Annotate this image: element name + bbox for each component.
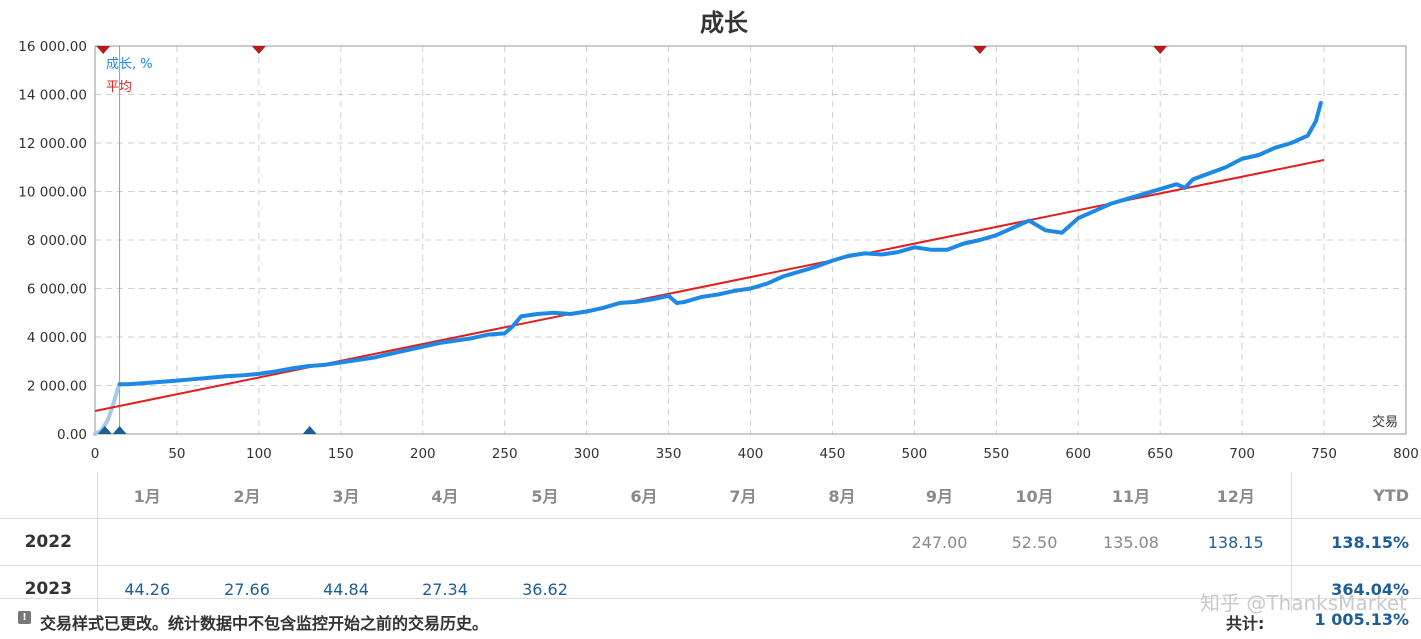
x-tick-label: 200 — [410, 446, 436, 462]
x-tick-label: 450 — [820, 446, 846, 462]
month-header: 10月 — [1015, 487, 1054, 506]
x-tick-label: 750 — [1311, 446, 1337, 462]
month-value-cell: 138.15 — [1181, 518, 1292, 566]
x-tick-label: 550 — [983, 446, 1009, 462]
y-tick-label: 0.00 — [57, 427, 87, 443]
footer: ! 交易样式已更改。统计数据中不包含监控开始之前的交易历史。 知乎 @Thank… — [0, 591, 1421, 639]
month-value-cell — [693, 565, 793, 612]
ytd-header: YTD — [1373, 485, 1409, 505]
ytd-value-cell: 138.15% — [1291, 518, 1421, 566]
month-value-cell — [197, 518, 297, 566]
month-value-cell: 27.34 — [395, 565, 495, 612]
table-corner — [0, 472, 98, 519]
year-cell: 2022 — [0, 518, 98, 566]
chart-title: 成长 — [700, 9, 749, 37]
x-tick-label: 0 — [91, 446, 100, 462]
table-body: 2022 247.00 52.50 135.08 138.15 138.15% 2023 44… — [0, 518, 1421, 612]
month-header: 6月 — [630, 487, 658, 506]
table-row: 2023 44.26 27.66 44.84 27.34 36.62 364.04% — [0, 565, 1421, 612]
legend-growth: 成长, % — [106, 57, 153, 72]
total-value: 1 005.13% — [1314, 610, 1409, 629]
y-tick-label: 16 000.00 — [18, 39, 87, 55]
growth-chart: 成长 0 50 100 150 200 250 300 350 400 450 500 550 600 6… — [18, 9, 1419, 462]
month-header: 4月 — [431, 487, 459, 506]
bottom-marker — [302, 426, 317, 434]
month-value-cell — [595, 565, 693, 612]
top-marker — [1153, 46, 1168, 54]
table-row: 2022 247.00 52.50 135.08 138.15 138.15% — [0, 518, 1421, 566]
x-axis-label: 交易 — [1372, 414, 1398, 430]
y-tick-label: 12 000.00 — [18, 136, 87, 152]
x-tick-label: 150 — [328, 446, 354, 462]
month-header: 3月 — [332, 487, 360, 506]
month-header: 12月 — [1181, 472, 1292, 519]
y-tick-label: 2 000.00 — [27, 379, 87, 395]
chart-series — [93, 100, 1325, 436]
x-tick-label: 600 — [1065, 446, 1091, 462]
month-value-cell — [495, 518, 595, 566]
month-value-cell — [988, 565, 1081, 612]
monthly-returns-table: 1月 2月 3月 4月 5月 6月 7月 8月 9月 10月 11月 12月 YTD 2022 247.0… — [0, 472, 1421, 612]
top-marker — [251, 46, 266, 54]
x-tick-label: 250 — [492, 446, 518, 462]
growth-line — [117, 100, 1323, 387]
x-tick-label: 50 — [168, 446, 185, 462]
bottom-marker — [112, 426, 127, 434]
month-value-cell: 44.26 — [97, 565, 197, 612]
month-header: 8月 — [828, 487, 856, 506]
average-line — [94, 158, 1325, 412]
month-header: 2月 — [233, 487, 261, 506]
x-tick-label: 350 — [656, 446, 682, 462]
month-value-cell — [595, 518, 693, 566]
month-header: 7月 — [729, 487, 757, 506]
warning-icon: ! — [18, 611, 31, 624]
month-value-cell: 135.08 — [1081, 518, 1181, 566]
top-marker — [972, 46, 987, 54]
x-tick-label: 700 — [1229, 446, 1255, 462]
x-tick-label: 100 — [246, 446, 272, 462]
table-header-row: 1月 2月 3月 4月 5月 6月 7月 8月 9月 10月 11月 12月 YTD — [0, 472, 1421, 519]
month-value-cell — [793, 565, 891, 612]
watermark: 知乎 @ThanksMarket — [1200, 591, 1407, 615]
y-tick-label: 8 000.00 — [27, 233, 87, 249]
footer-note: 交易样式已更改。统计数据中不包含监控开始之前的交易历史。 — [40, 614, 489, 633]
top-marker — [96, 46, 111, 54]
x-tick-label: 300 — [574, 446, 600, 462]
month-value-cell: 44.84 — [297, 565, 395, 612]
month-header: 1月 — [133, 487, 161, 506]
y-tick-label: 4 000.00 — [27, 330, 87, 346]
plot-frame — [94, 45, 1407, 435]
month-value-cell: 247.00 — [891, 518, 988, 566]
month-value-cell — [891, 565, 988, 612]
month-value-cell — [1081, 565, 1181, 612]
month-value-cell — [97, 518, 197, 566]
ytd-value-cell: 364.04% — [1291, 565, 1421, 612]
y-tick-label: 14 000.00 — [18, 88, 87, 104]
month-value-cell — [395, 518, 495, 566]
y-tick-label: 10 000.00 — [18, 185, 87, 201]
month-value-cell: 36.62 — [495, 565, 595, 612]
chart-axes: 0 50 100 150 200 250 300 350 400 450 500 550 600 650 7… — [18, 39, 1419, 462]
year-cell: 2023 — [0, 565, 98, 612]
month-value-cell — [1181, 565, 1292, 612]
month-value-cell — [793, 518, 891, 566]
chart-grid — [95, 46, 1406, 434]
growth-line-pre-monitoring — [93, 382, 122, 436]
month-header: 9月 — [925, 487, 954, 506]
month-value-cell: 27.66 — [197, 565, 297, 612]
bottom-marker — [97, 426, 112, 434]
month-value-cell — [693, 518, 793, 566]
total-label: 共计: — [1226, 614, 1265, 633]
month-header: 5月 — [531, 487, 559, 506]
month-header: 11月 — [1111, 487, 1151, 506]
chart-markers — [96, 46, 1168, 434]
x-tick-label: 650 — [1147, 446, 1173, 462]
month-value-cell: 52.50 — [988, 518, 1081, 566]
month-value-cell — [297, 518, 395, 566]
x-tick-label: 800 — [1393, 446, 1419, 462]
legend-average: 平均 — [106, 80, 132, 95]
x-tick-label: 400 — [738, 446, 764, 462]
y-tick-label: 6 000.00 — [27, 282, 87, 298]
x-tick-label: 500 — [901, 446, 927, 462]
